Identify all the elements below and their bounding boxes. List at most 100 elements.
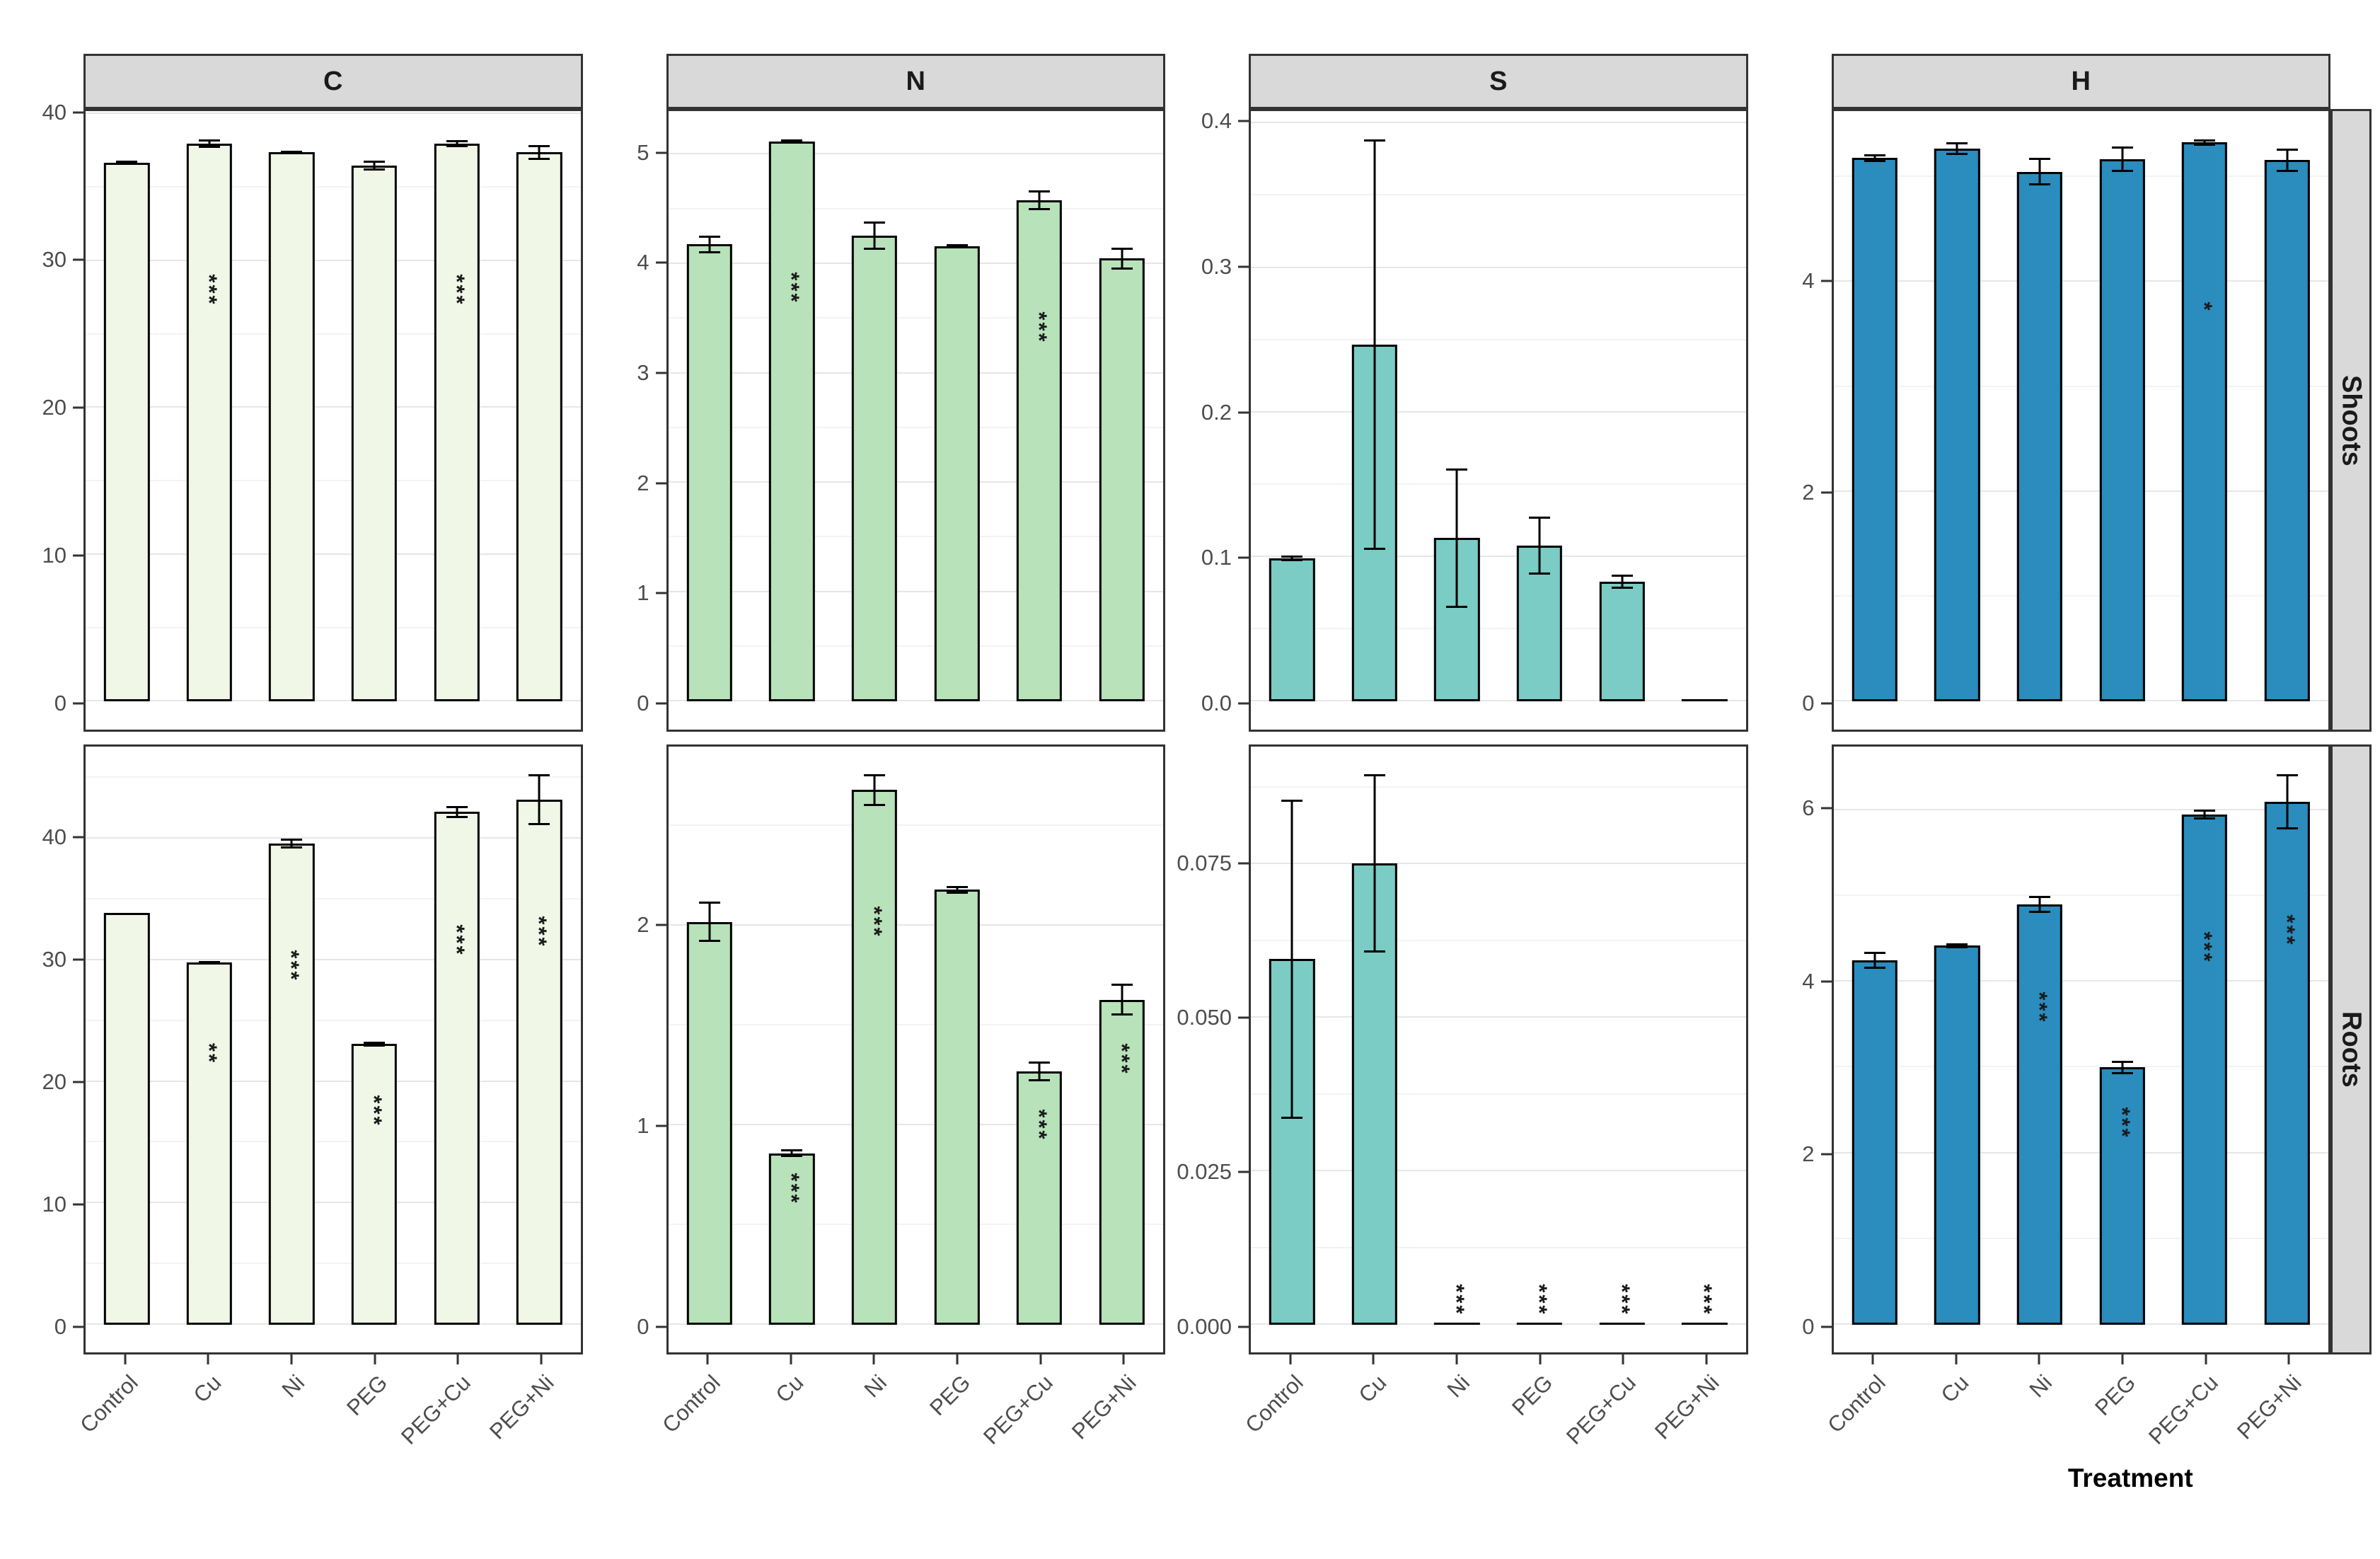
- y-axis-tick-label: 1: [637, 580, 649, 606]
- error-bar: [1281, 799, 1303, 1119]
- minor-gridline: [1251, 1246, 1746, 1248]
- x-axis-tick-label: Control: [75, 1370, 143, 1438]
- y-axis-tick-label: 0.025: [1177, 1159, 1232, 1185]
- bar: [104, 912, 150, 1325]
- panel-h-shoots: *: [1831, 109, 2330, 732]
- y-axis-tick-label: 6: [1802, 795, 1815, 821]
- bar: [516, 152, 562, 702]
- y-axis-tick-label: 4: [1802, 968, 1815, 994]
- y-axis-tick: [655, 372, 666, 374]
- error-bar: [698, 235, 720, 253]
- y-axis-tick-label: 2: [637, 470, 649, 495]
- major-gridline: [86, 958, 581, 960]
- error-bar: [1611, 574, 1633, 589]
- minor-gridline: [86, 1141, 581, 1143]
- bar: [2099, 159, 2145, 702]
- y-axis-tick-label: 0.0: [1201, 691, 1232, 715]
- error-bar: [116, 160, 138, 166]
- minor-gridline: [1833, 176, 2328, 178]
- x-axis-tick: [2287, 1354, 2290, 1364]
- bar-zero: [1599, 1323, 1645, 1325]
- facet-strip-roots: Roots: [2330, 744, 2372, 1354]
- y-axis-tick-label: 0: [637, 691, 649, 715]
- major-gridline: [86, 113, 581, 115]
- x-axis-tick-label: Cu: [188, 1370, 226, 1408]
- bar: [851, 235, 898, 702]
- facet-strip-roots-label: Roots: [2336, 1011, 2367, 1088]
- y-axis-tick-label: 2: [1802, 1141, 1815, 1166]
- bar: [1934, 945, 1980, 1325]
- significance-stars: ***: [2192, 931, 2217, 964]
- minor-gridline: [1251, 939, 1746, 941]
- y-axis-tick: [73, 554, 83, 557]
- error-bar: [1029, 1061, 1051, 1082]
- x-axis-tick-label: Control: [1240, 1370, 1308, 1438]
- x-axis-tick: [1372, 1354, 1375, 1364]
- error-bar: [863, 221, 885, 250]
- panel-n-shoots: *** ***: [666, 109, 1165, 732]
- error-bar: [1864, 154, 1885, 163]
- y-axis-tick-label: 1: [637, 1112, 649, 1138]
- significance-stars: ***: [1027, 311, 1052, 344]
- facet-strip-c: C: [83, 54, 583, 109]
- significance-stars: ***: [279, 950, 304, 982]
- significance-stars: ***: [362, 1095, 387, 1127]
- panel-n-roots: *** *** *** ***: [666, 744, 1165, 1354]
- x-axis-tick: [1705, 1354, 1708, 1364]
- x-axis-tick: [706, 1354, 709, 1364]
- bar: [1016, 1071, 1063, 1325]
- bar-zero: [1434, 1323, 1480, 1325]
- x-axis-tick-label: PEG+Ni: [1649, 1370, 1724, 1444]
- error-bar: [1529, 516, 1551, 575]
- y-axis-tick: [1238, 1325, 1249, 1328]
- y-axis-tick-label: 0: [54, 691, 67, 715]
- minor-gridline: [1251, 1093, 1746, 1095]
- panel-s-shoots: [1249, 109, 1748, 732]
- x-axis-tick: [1539, 1354, 1542, 1364]
- major-gridline: [1251, 410, 1746, 413]
- bar: [2016, 904, 2063, 1325]
- major-gridline: [86, 406, 581, 408]
- x-axis-tick: [2205, 1354, 2207, 1364]
- y-axis-s-shoots: 0.0 0.1 0.2 0.3 0.4: [1165, 108, 1249, 732]
- panel-c-shoots: *** ***: [83, 109, 583, 732]
- major-gridline: [668, 372, 1163, 374]
- minor-gridline: [86, 1262, 581, 1265]
- y-axis-tick: [73, 1081, 83, 1083]
- significance-stars: ***: [444, 274, 470, 307]
- error-bar: [1946, 943, 1968, 948]
- bar: [2181, 142, 2228, 702]
- error-bar: [2194, 139, 2216, 146]
- error-bar: [446, 139, 468, 148]
- x-axis-tick-label: PEG+Cu: [1561, 1370, 1641, 1449]
- y-axis-n-roots: 0 1 2: [583, 744, 666, 1354]
- major-gridline: [1833, 980, 2328, 982]
- major-gridline: [668, 924, 1163, 926]
- x-axis-tick: [872, 1354, 875, 1364]
- error-bar: [863, 773, 885, 807]
- major-gridline: [668, 262, 1163, 264]
- bar: [104, 162, 150, 702]
- major-gridline: [668, 153, 1163, 155]
- y-axis-tick: [73, 836, 83, 839]
- x-axis-tick: [2121, 1354, 2124, 1364]
- x-axis-tick: [1955, 1354, 1958, 1364]
- minor-gridline: [668, 536, 1163, 538]
- major-gridline: [86, 259, 581, 261]
- y-axis-tick: [1238, 265, 1249, 268]
- significance-stars: ***: [1527, 1284, 1552, 1316]
- error-bar: [446, 805, 468, 818]
- bar: [686, 921, 732, 1325]
- y-axis-tick-label: 4: [637, 250, 649, 275]
- error-bar: [1111, 983, 1133, 1016]
- y-axis-tick: [73, 1203, 83, 1206]
- y-axis-tick-label: 0.050: [1177, 1005, 1232, 1030]
- minor-gridline: [1251, 786, 1746, 788]
- y-axis-tick-label: 0.2: [1201, 399, 1232, 425]
- y-axis-s-roots: 0.000 0.025 0.050 0.075: [1165, 744, 1249, 1354]
- x-axis-tick: [290, 1354, 293, 1364]
- y-axis-tick-label: 10: [42, 1191, 67, 1216]
- y-axis-tick: [1820, 702, 1832, 705]
- minor-gridline: [668, 645, 1163, 647]
- y-axis-tick: [73, 258, 83, 261]
